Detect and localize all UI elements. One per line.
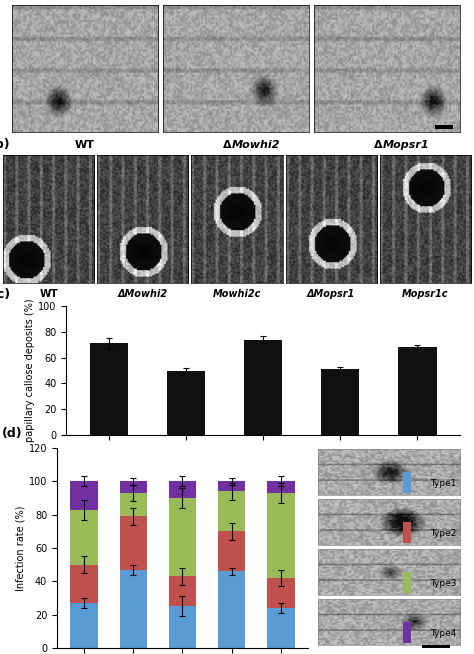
Bar	[398, 347, 437, 435]
Text: Type3: Type3	[430, 579, 457, 589]
Text: (d): (d)	[1, 427, 22, 440]
Bar	[403, 472, 411, 493]
Bar	[169, 481, 196, 498]
Text: Δ: Δ	[223, 140, 232, 150]
Bar	[218, 491, 246, 531]
Bar	[169, 606, 196, 648]
Y-axis label: papillary callose deposits (%): papillary callose deposits (%)	[26, 299, 36, 442]
Text: Mopsr1: Mopsr1	[383, 140, 429, 150]
Text: (b): (b)	[0, 138, 11, 151]
Bar	[218, 572, 246, 648]
Text: WT: WT	[39, 289, 58, 299]
Bar	[403, 523, 411, 543]
Bar	[71, 481, 98, 509]
Text: ΔMopsr1: ΔMopsr1	[307, 289, 356, 299]
Bar	[218, 531, 246, 572]
Text: Mopsr1c: Mopsr1c	[402, 289, 449, 299]
Bar	[218, 481, 246, 491]
Text: ΔMowhi2: ΔMowhi2	[118, 289, 168, 299]
Bar	[244, 339, 283, 435]
Bar	[403, 572, 411, 593]
Bar	[119, 493, 147, 517]
Text: WT: WT	[75, 140, 95, 150]
Text: Δ: Δ	[374, 140, 383, 150]
Bar	[321, 370, 359, 435]
Bar	[71, 564, 98, 603]
Y-axis label: Infection rate (%): Infection rate (%)	[16, 506, 26, 591]
Bar	[169, 576, 196, 606]
Bar	[71, 509, 98, 564]
Text: Type4: Type4	[430, 629, 457, 638]
Bar	[167, 371, 205, 435]
Bar	[267, 481, 294, 493]
Bar	[267, 578, 294, 608]
Bar	[267, 493, 294, 578]
Text: (c): (c)	[0, 288, 11, 301]
Bar	[119, 481, 147, 493]
Text: Type1: Type1	[430, 479, 457, 489]
Text: Type2: Type2	[430, 530, 457, 538]
Bar	[169, 498, 196, 576]
Bar	[119, 517, 147, 570]
Text: Mowhi2: Mowhi2	[232, 140, 281, 150]
Bar	[71, 603, 98, 648]
Bar	[267, 608, 294, 648]
Text: (a): (a)	[0, 0, 15, 1]
Text: Mowhi2c: Mowhi2c	[213, 289, 261, 299]
Bar	[119, 570, 147, 648]
Bar	[90, 343, 128, 435]
Bar	[403, 623, 411, 643]
